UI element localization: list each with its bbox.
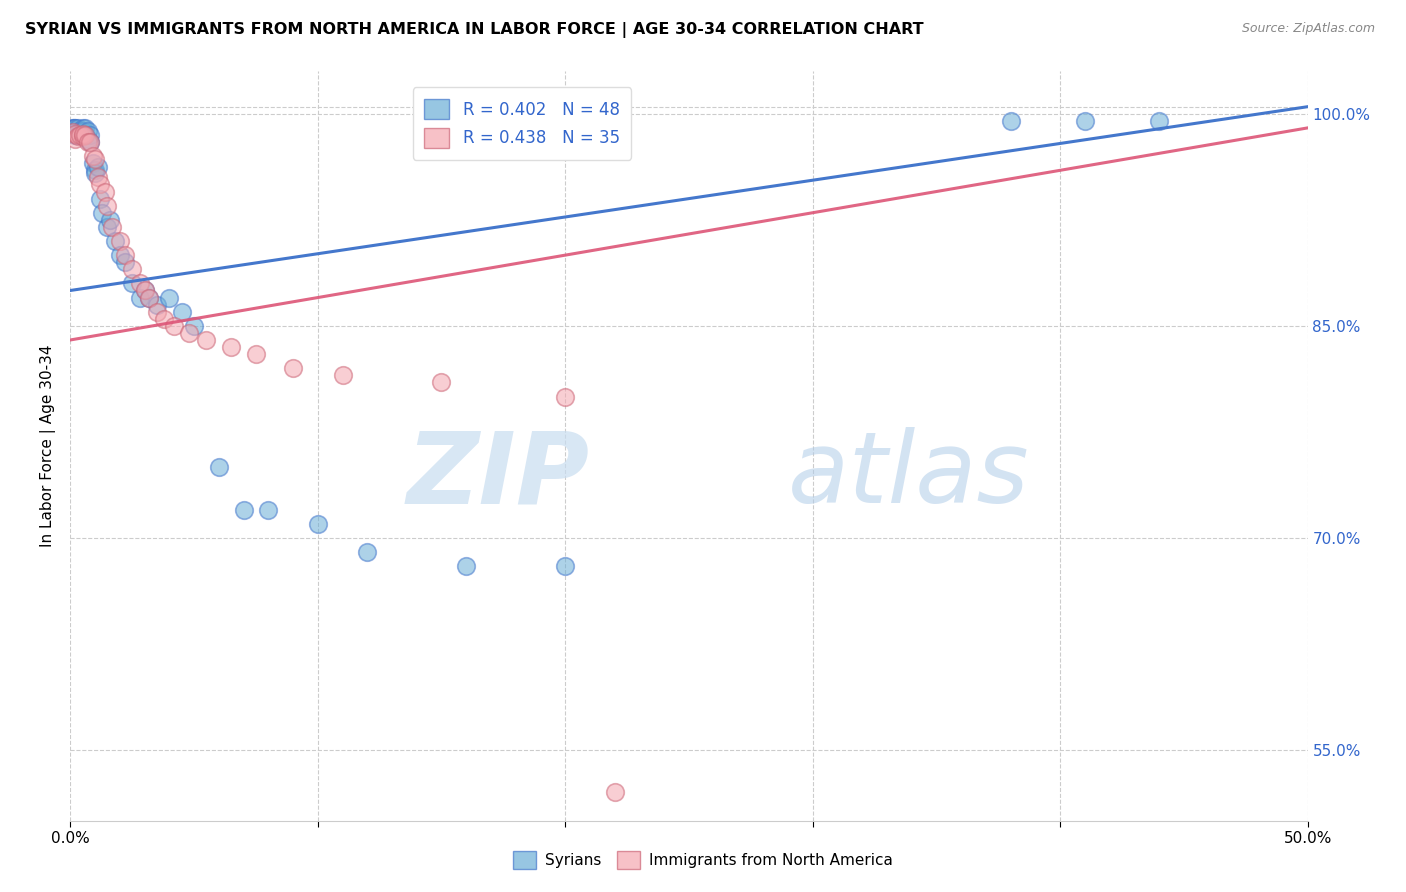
Legend: Syrians, Immigrants from North America: Syrians, Immigrants from North America: [508, 845, 898, 875]
Point: [114, 248, 136, 262]
Point: [72, 127, 94, 141]
Point: [157, 291, 180, 305]
Point: [456, 559, 478, 574]
Point: [91, 205, 114, 219]
Point: [430, 376, 453, 390]
Point: [65, 120, 87, 135]
Point: [66, 128, 89, 142]
Point: [101, 219, 124, 234]
Point: [219, 340, 242, 354]
Point: [554, 559, 576, 574]
Point: [79, 135, 101, 149]
Point: [75, 128, 97, 142]
Text: atlas: atlas: [787, 427, 1029, 524]
Point: [75, 128, 97, 142]
Point: [72, 128, 94, 142]
Point: [138, 291, 160, 305]
Point: [170, 304, 193, 318]
Point: [108, 234, 131, 248]
Point: [65, 128, 87, 142]
Point: [65, 132, 87, 146]
Point: [94, 185, 117, 199]
Point: [332, 368, 354, 383]
Point: [183, 318, 205, 333]
Point: [62, 125, 84, 139]
Text: ZIP: ZIP: [406, 427, 591, 524]
Point: [153, 311, 176, 326]
Point: [79, 135, 101, 149]
Point: [307, 516, 329, 531]
Text: Source: ZipAtlas.com: Source: ZipAtlas.com: [1241, 22, 1375, 36]
Point: [79, 128, 101, 142]
Point: [134, 284, 156, 298]
Point: [195, 333, 218, 347]
Point: [65, 127, 87, 141]
Point: [82, 156, 104, 170]
Point: [257, 502, 280, 516]
Point: [66, 124, 89, 138]
Point: [281, 361, 304, 376]
Point: [554, 390, 576, 404]
Point: [84, 166, 107, 180]
Point: [146, 304, 169, 318]
Point: [603, 785, 626, 799]
Point: [89, 192, 111, 206]
Point: [86, 161, 108, 175]
Point: [96, 199, 118, 213]
Point: [121, 262, 143, 277]
Y-axis label: In Labor Force | Age 30-34: In Labor Force | Age 30-34: [41, 344, 56, 548]
Legend: R = 0.402   N = 48, R = 0.438   N = 35: R = 0.402 N = 48, R = 0.438 N = 35: [412, 87, 631, 160]
Point: [121, 277, 143, 291]
Point: [1147, 113, 1170, 128]
Point: [65, 120, 87, 135]
Point: [146, 298, 169, 312]
Point: [84, 152, 107, 166]
Point: [76, 135, 98, 149]
Point: [96, 219, 118, 234]
Point: [62, 120, 84, 135]
Point: [72, 124, 94, 138]
Point: [86, 170, 108, 185]
Point: [232, 502, 254, 516]
Point: [82, 149, 104, 163]
Point: [108, 248, 131, 262]
Point: [66, 120, 89, 135]
Point: [62, 120, 84, 135]
Point: [98, 212, 121, 227]
Point: [69, 128, 91, 142]
Point: [72, 120, 94, 135]
Point: [76, 124, 98, 138]
Point: [114, 255, 136, 269]
Point: [177, 326, 200, 340]
Point: [208, 460, 231, 475]
Point: [1074, 113, 1097, 128]
Point: [104, 234, 127, 248]
Point: [134, 284, 156, 298]
Point: [128, 277, 150, 291]
Point: [1000, 113, 1022, 128]
Point: [138, 291, 160, 305]
Point: [75, 120, 97, 135]
Point: [163, 318, 186, 333]
Point: [128, 291, 150, 305]
Point: [245, 347, 267, 361]
Point: [69, 128, 91, 142]
Point: [84, 163, 107, 178]
Point: [76, 132, 98, 146]
Point: [89, 178, 111, 192]
Point: [356, 545, 378, 559]
Text: SYRIAN VS IMMIGRANTS FROM NORTH AMERICA IN LABOR FORCE | AGE 30-34 CORRELATION C: SYRIAN VS IMMIGRANTS FROM NORTH AMERICA …: [25, 22, 924, 38]
Point: [72, 129, 94, 144]
Point: [66, 129, 89, 144]
Point: [69, 124, 91, 138]
